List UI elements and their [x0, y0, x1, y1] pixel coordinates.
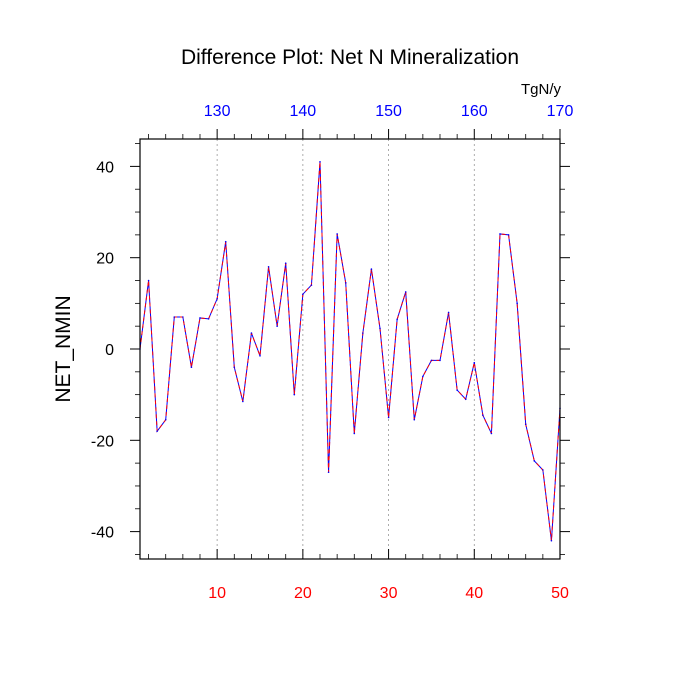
data-point: [404, 291, 407, 293]
y-tick-label: 40: [96, 159, 114, 176]
data-point: [336, 233, 338, 235]
data-point: [156, 430, 158, 432]
data-point: [516, 302, 518, 305]
data-point: [267, 266, 270, 268]
data-point: [293, 393, 296, 396]
data-point: [533, 460, 536, 462]
x-bottom-tick-label: 30: [380, 585, 398, 602]
x-bottom-tick-label: 40: [465, 585, 483, 602]
data-point: [379, 327, 381, 330]
x-bottom-tick-label: 10: [208, 585, 226, 602]
y-axis-label: NET_NMIN: [52, 295, 75, 402]
plot-area-frame: [139, 138, 561, 560]
data-point: [216, 297, 218, 300]
series-line-dashed: [139, 161, 561, 541]
data-point: [524, 423, 527, 426]
data-point: [473, 361, 476, 364]
data-point: [542, 469, 544, 471]
data-point: [302, 293, 304, 296]
data-point: [284, 262, 287, 264]
top-axis-units: TgN/y: [521, 81, 562, 98]
y-tick-label: 0: [105, 342, 114, 359]
x-top-tick-label: 130: [204, 103, 231, 120]
data-point: [233, 366, 236, 369]
series-layer: [139, 161, 561, 542]
x-top-tick-label: 150: [375, 103, 402, 120]
data-point: [362, 332, 364, 334]
data-point: [550, 539, 553, 542]
data-point: [413, 418, 416, 421]
x-bottom-tick-label: 20: [294, 585, 312, 602]
data-point: [190, 366, 193, 369]
y-tick-label: -20: [91, 433, 114, 450]
data-point: [370, 268, 373, 270]
x-top-tick-label: 170: [547, 103, 574, 120]
data-point: [482, 414, 484, 416]
data-point: [507, 234, 510, 236]
x-top-tick-label: 160: [461, 103, 488, 120]
data-point: [353, 432, 356, 435]
data-point: [173, 316, 176, 318]
data-point: [147, 279, 150, 282]
data-point: [259, 355, 261, 357]
chart-title: Difference Plot: Net N Mineralization: [181, 46, 519, 69]
data-point: [447, 311, 450, 314]
data-point: [224, 240, 227, 243]
data-point: [164, 418, 167, 421]
axis-ticks: [130, 129, 570, 559]
y-tick-label: 20: [96, 251, 114, 268]
data-point: [396, 318, 398, 321]
data-point: [464, 398, 467, 401]
data-point: [499, 233, 501, 235]
data-point: [327, 471, 330, 474]
data-point: [310, 284, 313, 286]
x-bottom-tick-label: 50: [551, 585, 569, 602]
data-point: [456, 389, 458, 391]
x-top-tick-label: 140: [290, 103, 317, 120]
data-point: [490, 432, 493, 435]
data-point: [207, 318, 210, 320]
data-point: [276, 325, 278, 327]
data-point: [439, 359, 441, 362]
y-tick-label: -40: [91, 525, 114, 542]
data-point: [250, 332, 253, 334]
tick-labels: 10 20 30 40 50 130 140 150 160 170 40 20 0 -20 -40: [91, 103, 574, 602]
data-point: [430, 359, 433, 362]
data-point: [242, 400, 244, 403]
data-point: [422, 375, 424, 378]
grid-lines: [216, 139, 475, 559]
data-point: [199, 317, 201, 319]
data-point: [182, 316, 184, 318]
data-point: [344, 282, 347, 284]
data-point: [387, 416, 390, 419]
data-point: [319, 161, 321, 163]
